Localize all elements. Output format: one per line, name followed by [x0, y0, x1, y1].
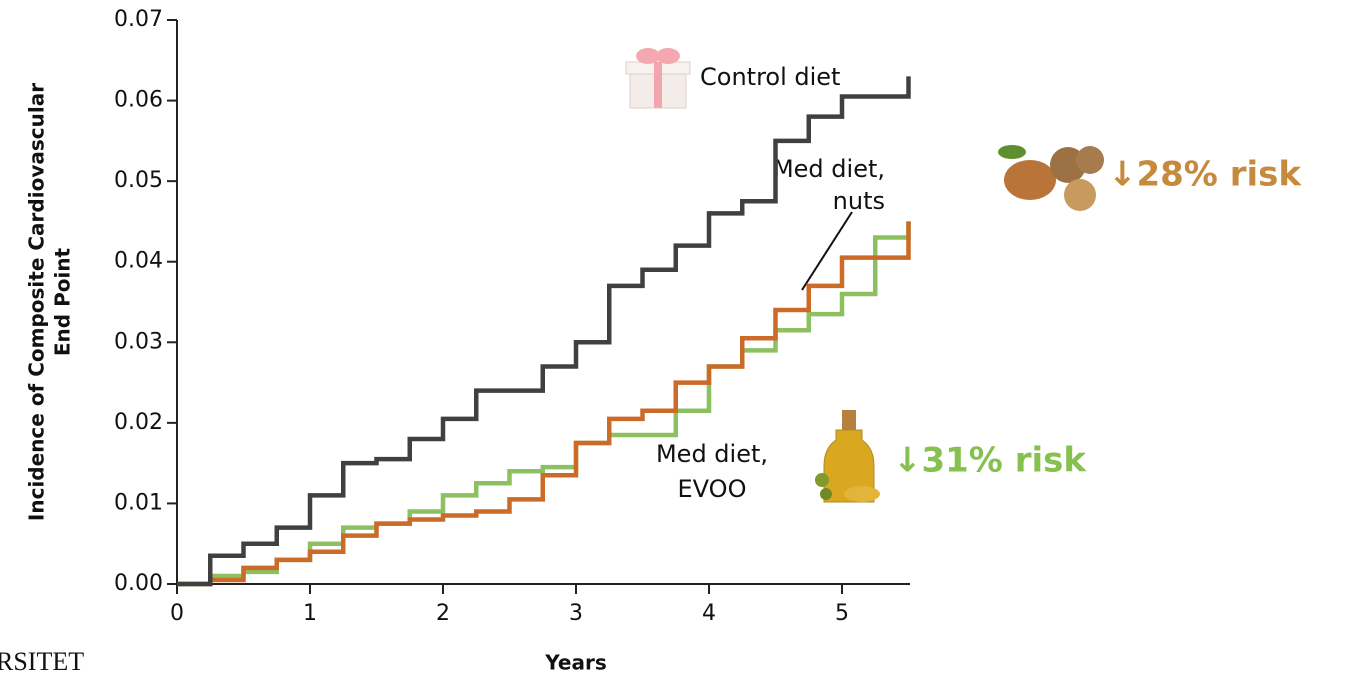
y-axis-label: Incidence of Composite Cardiovascular: [25, 83, 49, 521]
series-label: nuts: [833, 187, 885, 215]
y-tick-label: 0.04: [114, 249, 163, 274]
leader-line: [802, 212, 852, 290]
series-label: EVOO: [678, 475, 747, 503]
y-tick-label: 0.03: [114, 329, 163, 354]
y-tick-label: 0.07: [114, 7, 163, 32]
x-axis-label: Years: [544, 651, 606, 675]
x-tick-label: 1: [303, 601, 317, 626]
x-tick-label: 2: [436, 601, 450, 626]
x-tick-label: 4: [702, 601, 716, 626]
series-label: Med diet,: [773, 155, 885, 183]
y-tick-label: 0.00: [114, 571, 163, 596]
y-axis-label: End Point: [51, 247, 75, 356]
y-tick-label: 0.01: [114, 490, 163, 515]
x-tick-label: 5: [835, 601, 849, 626]
series-label: Control diet: [700, 63, 840, 91]
series-label: Med diet,: [656, 440, 768, 468]
nuts-icon: [998, 145, 1104, 211]
footer: RSITET: [0, 647, 84, 676]
risk-annotation: ↓28% risk: [1108, 155, 1302, 195]
y-tick-label: 0.02: [114, 410, 163, 435]
chart: Incidence of Composite Cardiovascular En…: [0, 0, 1362, 678]
x-tick-label: 3: [569, 601, 583, 626]
risk-annotation: ↓31% risk: [893, 441, 1087, 481]
y-tick-label: 0.05: [114, 168, 163, 193]
gift-icon: [626, 48, 690, 108]
oil-icon: [815, 410, 880, 502]
x-tick-label: 0: [170, 601, 184, 626]
y-tick-label: 0.06: [114, 88, 163, 113]
